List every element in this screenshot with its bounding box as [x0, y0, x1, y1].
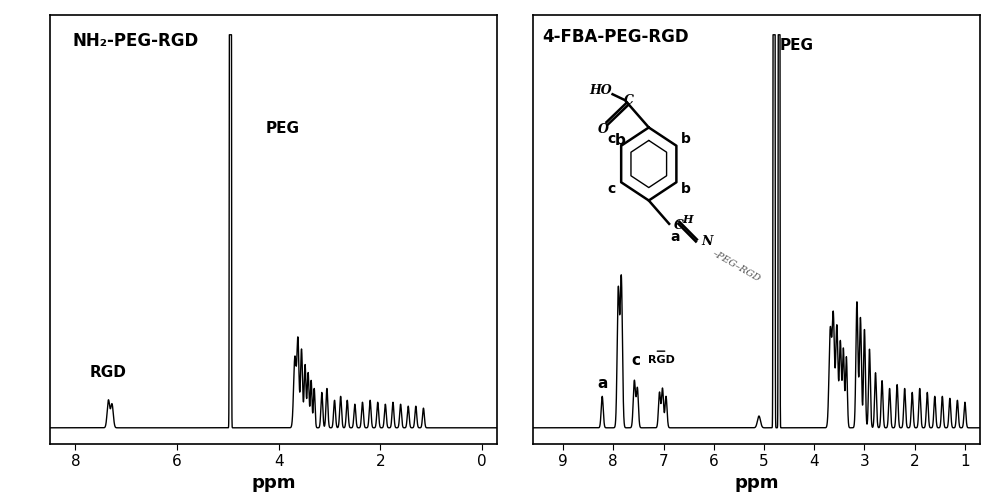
Text: NH₂-PEG-RGD: NH₂-PEG-RGD — [72, 32, 199, 50]
Text: RGD: RGD — [648, 355, 674, 365]
Text: a: a — [597, 376, 607, 392]
Text: RGD: RGD — [90, 365, 127, 380]
Text: 4-FBA-PEG-RGD: 4-FBA-PEG-RGD — [542, 28, 688, 46]
Text: PEG: PEG — [266, 121, 300, 136]
X-axis label: ppm: ppm — [251, 474, 296, 492]
Text: PEG: PEG — [780, 38, 814, 53]
X-axis label: ppm: ppm — [734, 474, 779, 492]
Text: b: b — [614, 133, 625, 148]
Text: c: c — [631, 353, 640, 368]
